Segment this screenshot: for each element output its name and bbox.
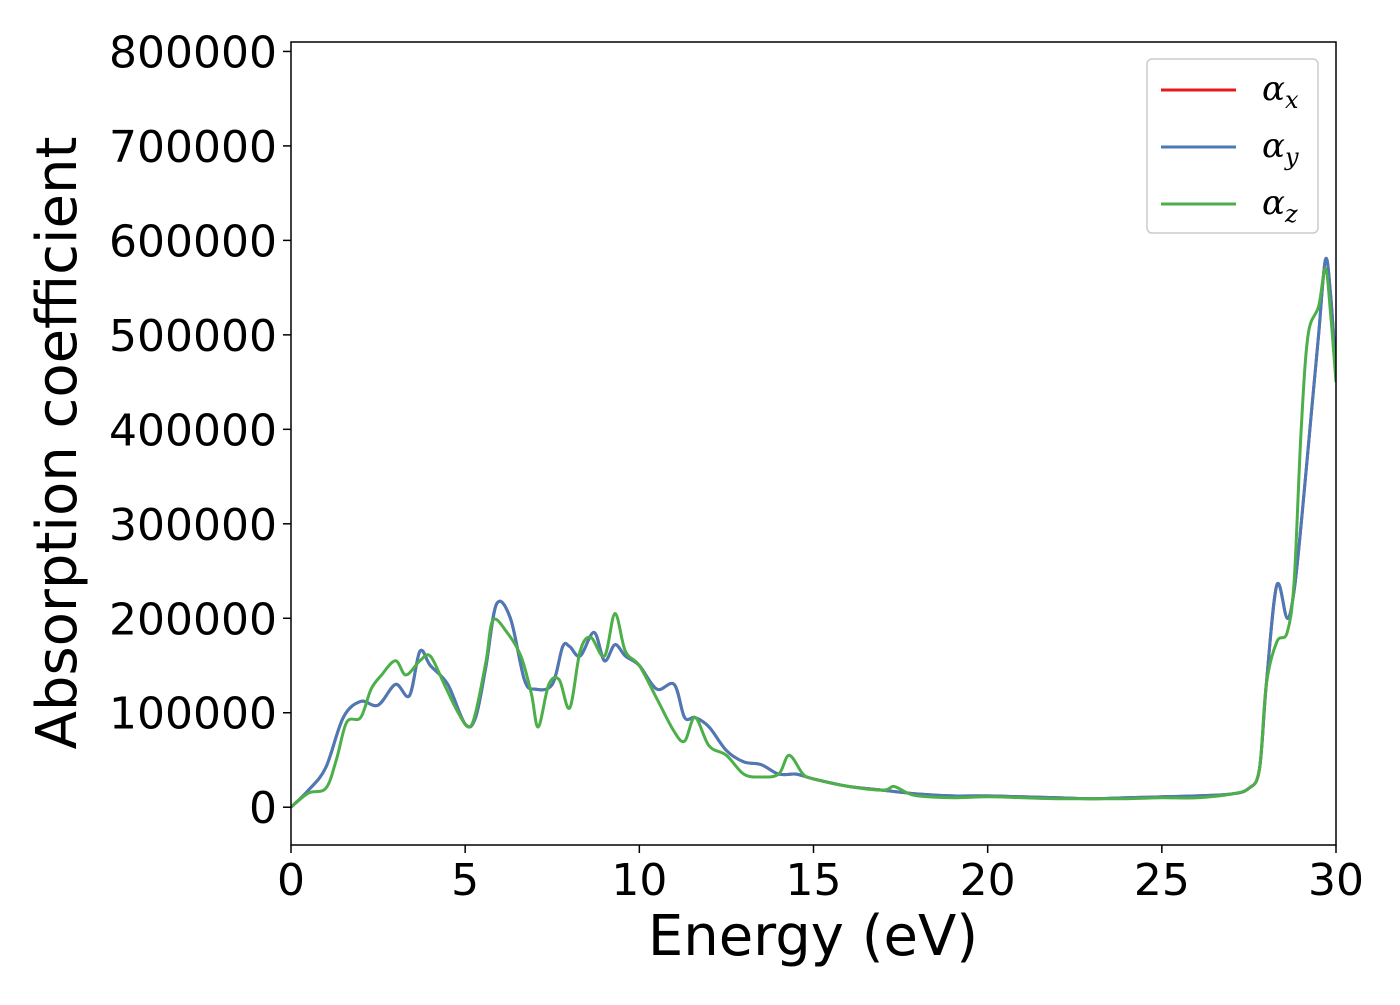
- x-axis-title: Energy (eV): [648, 904, 978, 969]
- y-tick-label: 700000: [109, 122, 277, 173]
- series-line-z: [291, 267, 1336, 809]
- legend-label-z: αz: [1262, 183, 1298, 228]
- x-tick-label: 20: [960, 855, 1016, 906]
- series-layer: [291, 256, 1336, 809]
- legend-label-subscript: y: [1284, 143, 1299, 171]
- legend-label-subscript: z: [1284, 200, 1298, 228]
- y-tick-label: 400000: [109, 405, 277, 456]
- x-tick-label: 30: [1308, 855, 1364, 906]
- legend-label-base: α: [1262, 69, 1285, 109]
- x-tick-label: 0: [277, 855, 305, 906]
- y-ticks: 0 100000 200000 300000 400000 500000 600000 700…: [109, 27, 291, 834]
- x-tick-label: 5: [451, 855, 479, 906]
- legend-label-base: α: [1262, 126, 1285, 166]
- y-tick-label: 800000: [109, 27, 277, 78]
- legend-label-x: αx: [1262, 69, 1299, 114]
- y-tick-label: 500000: [109, 311, 277, 362]
- x-tick-label: 10: [611, 855, 667, 906]
- y-tick-label: 600000: [109, 216, 277, 267]
- y-tick-label: 200000: [109, 594, 277, 645]
- legend-label-base: α: [1262, 183, 1285, 223]
- x-ticks: 0 5 10 15 20 25 30: [277, 845, 1364, 906]
- y-tick-label: 300000: [109, 500, 277, 551]
- y-axis-title: Absorption coefficient: [25, 137, 90, 750]
- y-tick-label: 100000: [109, 689, 277, 740]
- x-tick-label: 15: [786, 855, 842, 906]
- x-tick-label: 25: [1134, 855, 1190, 906]
- legend-label-y: αy: [1262, 126, 1299, 171]
- y-tick-label: 0: [249, 783, 277, 834]
- legend-label-subscript: x: [1285, 86, 1299, 114]
